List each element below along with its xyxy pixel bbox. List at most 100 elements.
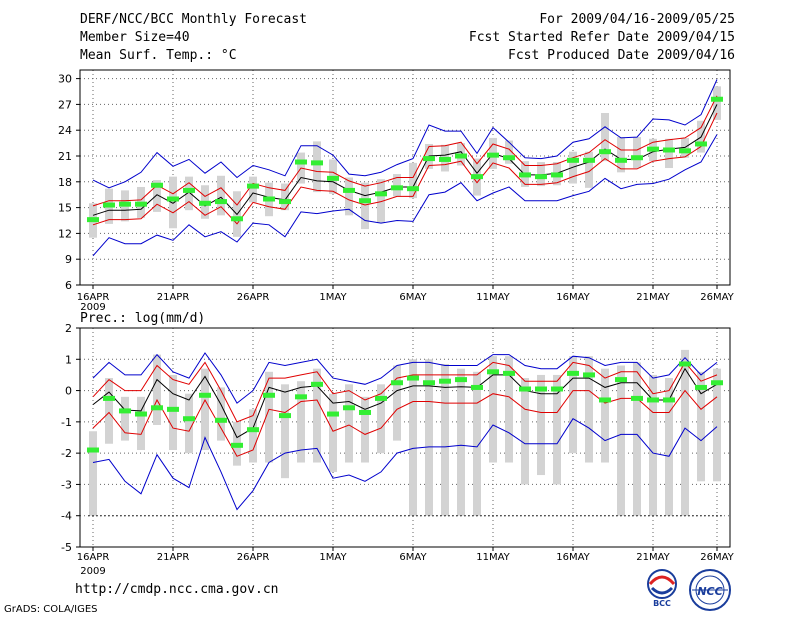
y-tick-label: 18 [58,176,72,189]
observed-marker [263,392,275,398]
ensemble-box [393,174,401,197]
source-url[interactable]: http://cmdp.ncc.cma.gov.cn [75,582,279,597]
ensemble-box [105,378,113,444]
observed-marker [695,384,707,390]
x-tick-label: 16MAY [556,292,590,303]
y-tick-label: 1 [65,353,72,366]
ensemble-box [393,365,401,441]
observed-marker [311,160,323,166]
x-tick-label: 21APR [157,552,190,563]
ensemble-box [345,177,353,216]
y-tick-label: 0 [65,385,72,398]
x-tick-label: 26APR [237,552,270,563]
observed-marker [631,395,643,401]
ncc-logo-icon: NCC [689,569,731,611]
observed-marker [215,417,227,423]
y-tick-label: -5 [61,541,72,554]
observed-marker [199,392,211,398]
x-tick-label: 11MAY [476,552,510,563]
observed-marker [599,149,611,155]
observed-marker [615,157,627,163]
y-tick-label: 27 [58,98,72,111]
observed-marker [711,380,723,386]
series-outer-lower [92,418,718,511]
x-tick-label: 1MAY [319,292,347,303]
fcst-started-date: Fcst Started Refer Date 2009/04/15 [468,30,735,45]
x-tick-label: 6MAY [399,292,427,303]
ensemble-box [185,393,193,454]
observed-marker [391,185,403,191]
fcst-produced-date: Fcst Produced Date 2009/04/16 [508,48,735,63]
ensemble-box [313,368,321,463]
observed-marker [439,378,451,384]
series-ens-mean [92,104,718,216]
chart-title: DERF/NCC/BCC Monthly Forecast [80,12,307,27]
observed-marker [359,198,371,204]
panel-temperature: 6 9 12 15 18 21 24 27 30 16APR 21APR 26APR 1MAY 6MAY 1… [58,69,735,313]
observed-marker [599,397,611,403]
observed-marker [135,201,147,207]
y-tick-label: 15 [58,202,72,215]
ensemble-box [665,378,673,516]
observed-marker [567,157,579,163]
ncc-logo-text: NCC [697,585,722,598]
y-tick-label: -4 [61,510,72,523]
ensemble-box [489,356,497,463]
observed-marker [231,216,243,222]
ensemble-box [649,374,657,516]
observed-marker [119,408,131,414]
series-ens-mean [92,367,718,439]
ensemble-box [537,162,545,187]
observed-marker [375,191,387,197]
observed-marker [583,372,595,378]
bcc-logo-icon: BCC [647,569,677,608]
x-tick-label: 21MAY [636,292,670,303]
x-tick-label: 21MAY [636,552,670,563]
ensemble-box [297,381,305,463]
observed-marker [247,427,259,433]
ensemble-box [377,384,385,454]
observed-marker [647,397,659,403]
y-tick-label: 2 [65,322,72,335]
bcc-logo-text: BCC [653,599,671,608]
ensemble-box [633,362,641,516]
observed-marker [135,411,147,417]
observed-marker [407,186,419,192]
observed-marker [247,183,259,189]
observed-marker [663,147,675,153]
x-tick-label: 26APR [237,292,270,303]
x-tick-label: 26MAY [700,292,734,303]
observed-marker [327,411,339,417]
observed-marker [231,442,243,448]
ensemble-box [185,176,193,211]
observed-marker [215,199,227,205]
observed-marker [87,447,99,453]
observed-marker [263,196,275,202]
ensemble-box [201,368,209,451]
ensemble-box [601,368,609,463]
observed-marker [631,155,643,161]
ensemble-box [409,359,417,516]
observed-marker [503,155,515,161]
observed-marker [455,153,467,159]
observed-marker [151,182,163,188]
observed-marker [551,172,563,178]
ensemble-box [249,409,257,463]
observed-marker [199,200,211,206]
observed-marker [711,96,723,102]
ensemble-box [617,137,625,173]
x-year-label: 2009 [80,566,105,577]
ensemble-box [601,113,609,162]
y-tick-label: 12 [58,227,72,240]
observed-marker [423,156,435,162]
ensemble-box [713,368,721,482]
observed-marker [471,174,483,180]
series-inner-lower [92,389,718,457]
observed-marker [167,406,179,412]
observed-marker [151,405,163,411]
observed-marker [535,174,547,180]
ensemble-box [441,363,449,516]
ensemble-box [361,396,369,463]
observed-marker [103,395,115,401]
